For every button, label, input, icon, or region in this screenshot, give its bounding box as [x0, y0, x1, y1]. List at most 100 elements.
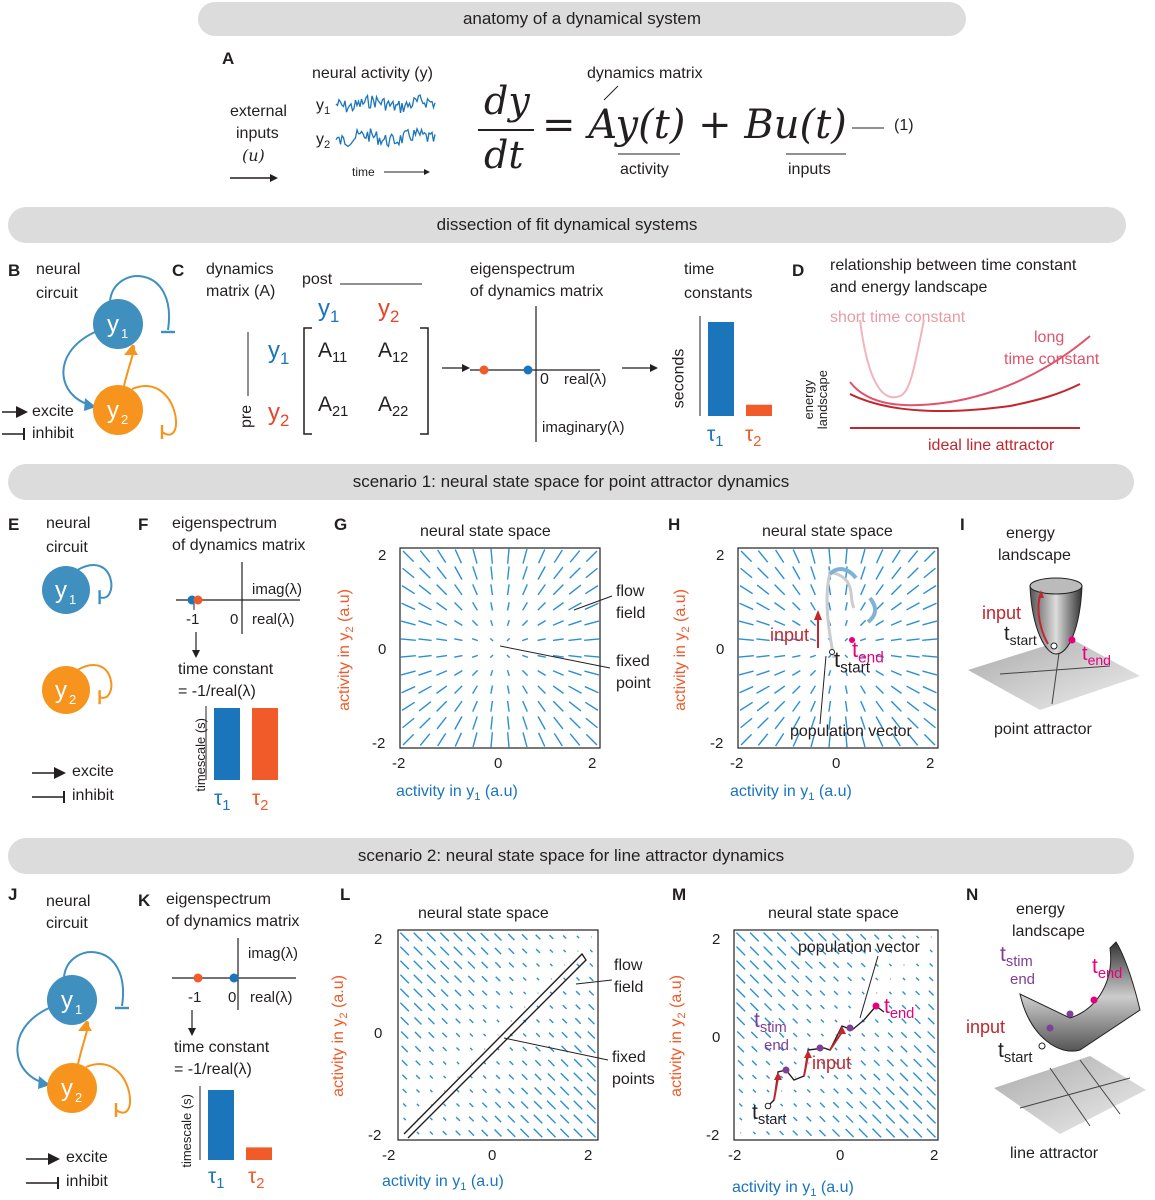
f-zero: 0 — [230, 611, 239, 628]
l-xlabel: activity in y1 (a.u) — [382, 1173, 504, 1194]
banner-scenario2: scenario 2: neural state space for line … — [8, 838, 1134, 874]
g-fixed-1: fixed — [616, 653, 650, 670]
long-tc-curve — [849, 335, 1091, 407]
neural-activity-traces — [335, 93, 436, 148]
l-pointers — [503, 979, 613, 1061]
c-eig-title-2: of dynamics matrix — [470, 283, 604, 300]
f-down-arrow — [192, 632, 200, 658]
panel-label-h: H — [668, 515, 681, 534]
node-y2 — [47, 1063, 97, 1113]
j-inhibit-label: inhibit — [66, 1173, 108, 1190]
g-title: neural state space — [420, 523, 551, 540]
f-title-1: eigenspectrum — [172, 515, 277, 532]
tc-bar-chart-c — [699, 316, 772, 416]
equation-dy: dy — [484, 79, 530, 123]
n-title-1: energy — [1016, 901, 1065, 918]
bar-τ1 — [214, 708, 240, 780]
j-legend-icons — [26, 1153, 60, 1189]
l-x-tick-left: -2 — [382, 1147, 396, 1164]
g-y-tick-mid: 0 — [378, 641, 387, 658]
m-tend-label: tend — [884, 995, 915, 1023]
panel-label-k: K — [138, 891, 151, 910]
node-y1-label: y — [55, 577, 67, 604]
equation-fraction-bar — [478, 129, 534, 131]
j-excite-label: excite — [66, 1149, 108, 1166]
g-flow-1: flow — [616, 583, 645, 600]
k-title-1: eigenspectrum — [166, 891, 271, 908]
dynamics-matrix-label: dynamics matrix — [587, 65, 703, 82]
m-ylabel: activity in y2 (a.u) — [667, 975, 689, 1097]
k-eig-orange — [193, 973, 203, 983]
b-inhibit-label: inhibit — [32, 425, 74, 442]
short-tc-label: short time constant — [830, 309, 966, 326]
f-tc-2: = -1/real(λ) — [178, 683, 256, 700]
g-fixed-2: point — [616, 675, 651, 692]
panel-label-e: E — [8, 515, 20, 534]
b-title-2: circuit — [36, 285, 78, 302]
tc-bar-chart-f — [205, 706, 278, 780]
l-y-tick-mid: 0 — [374, 1025, 383, 1042]
h-popvec-label: population vector — [790, 723, 912, 740]
m-flowfield — [733, 929, 939, 1141]
h-x-tick-mid: 0 — [832, 755, 841, 772]
n-input-label: input — [966, 1017, 1006, 1037]
bar-τ2 — [252, 708, 278, 780]
a12: A12 — [378, 339, 409, 367]
u-label: (u) — [242, 146, 265, 165]
l-flowfield — [397, 929, 599, 1141]
panel-label-g: G — [334, 515, 348, 534]
k-tau2: τ2 — [248, 1165, 265, 1193]
k-tau1: τ1 — [208, 1165, 225, 1193]
f-real-label: real(λ) — [252, 611, 295, 628]
h-title: neural state space — [762, 523, 893, 540]
tc-title-2: constants — [684, 285, 753, 302]
svg-text:2: 2 — [69, 692, 76, 707]
short-tc-curve — [859, 319, 925, 399]
activity-trace-1 — [335, 93, 436, 113]
m-y-tick-mid: 0 — [712, 1029, 721, 1046]
panel-label-d: D — [792, 261, 805, 280]
panel-label-m: M — [672, 885, 687, 904]
h-x-tick-left: -2 — [730, 755, 744, 772]
svg-text:1: 1 — [75, 1002, 82, 1017]
node-y1 — [47, 975, 97, 1025]
e-excite-label: excite — [72, 763, 114, 780]
time-label: time — [352, 165, 375, 179]
l-fixed-1: fixed — [612, 1049, 646, 1066]
bar-τ2 — [746, 404, 772, 416]
i-input-label: input — [982, 603, 1022, 623]
a21: A21 — [318, 393, 349, 421]
g-x-tick-left: -2 — [392, 755, 406, 772]
c-tau1: τ1 — [707, 423, 724, 451]
c-eig-blue — [523, 365, 533, 375]
pre-line — [247, 332, 249, 396]
c-real-label: real(λ) — [564, 371, 607, 388]
i-tstart-label: tstart — [1004, 623, 1037, 648]
f-eig-orange — [193, 595, 203, 605]
i-caption: point attractor — [994, 721, 1092, 738]
n-tstim-label: tstim end — [1000, 943, 1036, 988]
y2-trace-label: y2 — [316, 131, 331, 152]
k-timescale-label: timescale (s) — [179, 1093, 195, 1168]
c-imag-label: imaginary(λ) — [542, 419, 625, 436]
panel-label-i: I — [960, 515, 965, 534]
bar-τ2 — [246, 1147, 272, 1160]
k-title-2: of dynamics matrix — [166, 913, 300, 930]
l-x-tick-right: 2 — [584, 1147, 593, 1164]
equation-number: (1) — [894, 117, 914, 134]
l-y-tick-bot: -2 — [368, 1127, 382, 1144]
n-tend-label: tend — [1092, 955, 1123, 983]
node-y1 — [42, 566, 90, 614]
activity-label: activity — [620, 161, 669, 178]
k-tc-1: time constant — [174, 1039, 270, 1056]
i-title-1: energy — [1006, 525, 1055, 542]
m-y-tick-top: 2 — [712, 931, 721, 948]
m-title: neural state space — [768, 905, 899, 922]
f-eigen-plot — [176, 562, 300, 634]
b-title-1: neural — [36, 261, 81, 278]
equation-underlines — [618, 153, 846, 155]
dynamics-matrix-pointer — [603, 85, 619, 101]
e-legend-icons — [32, 767, 66, 803]
inputs-label: inputs — [236, 125, 279, 142]
h-ylabel: activity in y2 (a.u) — [671, 589, 693, 711]
